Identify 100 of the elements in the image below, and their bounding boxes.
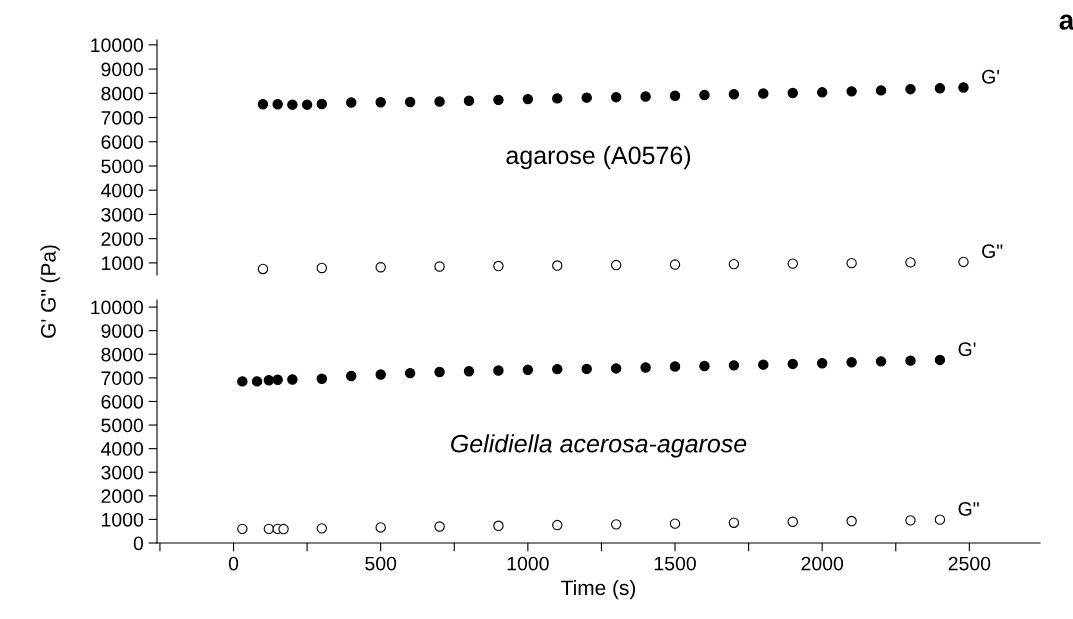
point (434, 366, 445, 378)
point (610, 259, 622, 271)
point (787, 516, 798, 527)
point (846, 257, 857, 269)
point (287, 374, 298, 385)
point (237, 376, 248, 387)
point (287, 99, 298, 110)
x-tick-label: 1000 (507, 556, 549, 571)
point (346, 370, 357, 382)
point (610, 519, 622, 530)
point (905, 355, 916, 366)
point (699, 360, 710, 372)
point (934, 354, 946, 366)
point (272, 98, 283, 110)
y-tick-label: 2000 (101, 232, 144, 246)
point (669, 518, 681, 529)
point (257, 98, 269, 110)
point (758, 359, 769, 370)
x-tick-label: 2000 (801, 556, 844, 571)
point (552, 260, 563, 271)
point (463, 366, 475, 377)
point (669, 361, 681, 372)
point (846, 357, 857, 368)
series-label: G' (958, 342, 976, 357)
y-tick-label: 5000 (101, 159, 144, 174)
point (301, 99, 313, 110)
y-tick-label: 6000 (101, 135, 144, 149)
point (257, 263, 269, 275)
point (278, 523, 289, 535)
point (316, 373, 328, 385)
point (375, 522, 386, 533)
point (669, 90, 681, 101)
point (375, 97, 386, 108)
point (581, 363, 592, 375)
point (522, 93, 534, 105)
y-tick-label: 1000 (102, 512, 144, 527)
point (272, 374, 283, 385)
point (669, 259, 681, 270)
point (552, 93, 563, 104)
point (875, 356, 887, 367)
y-tick-label: 4000 (101, 183, 144, 198)
y-tick-label: 10000 (91, 300, 144, 315)
annotation: agarose (A0576) (506, 145, 691, 170)
y-tick-label: 5000 (101, 418, 144, 433)
point (816, 87, 828, 98)
point (552, 363, 563, 375)
point (787, 358, 798, 370)
point (493, 520, 504, 531)
point (958, 82, 969, 93)
point (787, 87, 798, 99)
annotation: Gelidiella acerosa-agarose (451, 434, 747, 458)
point (375, 369, 386, 380)
point (522, 364, 534, 376)
point (346, 97, 357, 108)
point (699, 89, 710, 101)
point (610, 363, 622, 374)
x-tick-label: 0 (228, 556, 239, 571)
point (263, 375, 275, 386)
point (728, 89, 740, 100)
point (316, 98, 328, 110)
x-axis-title: Time (s) (561, 579, 636, 600)
y-tick-label: 8000 (101, 86, 144, 101)
point (640, 362, 651, 373)
y-tick-label: 9000 (101, 324, 144, 338)
point (787, 258, 798, 269)
y-tick-label: 7000 (101, 371, 144, 386)
point (251, 376, 263, 387)
point (434, 521, 445, 532)
y-axis-title: G' G" (Pa) (40, 245, 60, 338)
y-tick-label: 8000 (101, 347, 144, 362)
x-tick-label: 500 (365, 556, 397, 571)
point (493, 94, 504, 106)
point (463, 95, 475, 107)
point (846, 515, 857, 527)
point (610, 91, 622, 103)
point (404, 367, 416, 379)
point (263, 523, 275, 535)
point (581, 92, 592, 103)
point (934, 514, 946, 525)
point (375, 262, 386, 273)
x-tick-label: 2500 (948, 556, 991, 571)
y-tick-label: 10000 (91, 38, 144, 53)
y-tick-label: 0 (133, 536, 144, 551)
point (493, 365, 504, 376)
y-tick-label: 9000 (101, 62, 144, 77)
point (816, 358, 828, 369)
y-tick-label: 6000 (101, 394, 144, 409)
point (728, 360, 740, 371)
series-label: G" (958, 502, 979, 516)
point (404, 96, 416, 108)
series-label: G" (982, 244, 1003, 259)
point (552, 519, 563, 531)
point (905, 83, 916, 95)
point (316, 262, 328, 274)
point (905, 515, 916, 526)
point (934, 82, 946, 94)
y-tick-label: 7000 (101, 110, 144, 125)
point (728, 517, 740, 528)
point (434, 96, 445, 107)
point (846, 86, 857, 97)
